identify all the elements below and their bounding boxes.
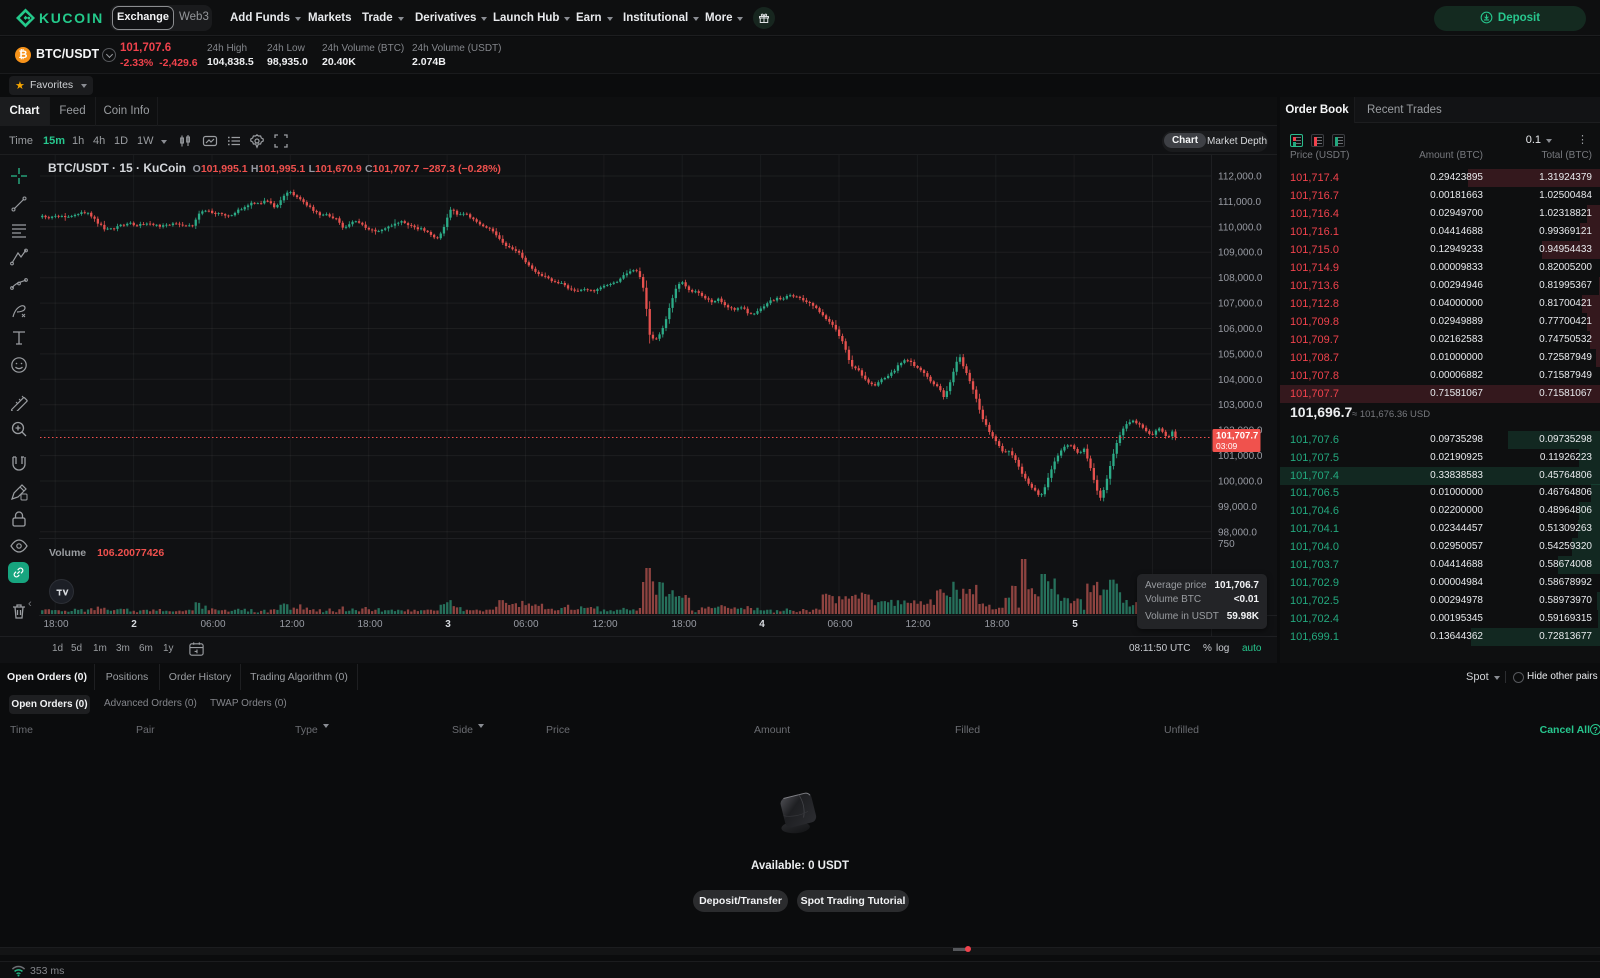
svg-text:4: 4	[759, 619, 765, 630]
svg-text:110,000.0: 110,000.0	[1218, 222, 1262, 233]
svg-text:06:00: 06:00	[827, 619, 852, 630]
svg-text:06:00: 06:00	[200, 619, 225, 630]
svg-text:101,707.7: 101,707.7	[1216, 431, 1258, 442]
svg-text:18:00: 18:00	[43, 619, 68, 630]
svg-text:104,000.0: 104,000.0	[1218, 375, 1263, 386]
svg-text:98,000.0: 98,000.0	[1218, 527, 1257, 538]
svg-text:107,000.0: 107,000.0	[1218, 299, 1263, 310]
svg-text:101,000.0: 101,000.0	[1218, 451, 1263, 462]
svg-text:2: 2	[131, 619, 137, 630]
svg-text:18:00: 18:00	[671, 619, 696, 630]
svg-text:111,000.0: 111,000.0	[1218, 197, 1261, 208]
svg-text:18:00: 18:00	[357, 619, 382, 630]
svg-text:109,000.0: 109,000.0	[1218, 248, 1263, 259]
svg-text:06:00: 06:00	[513, 619, 538, 630]
svg-text:103,000.0: 103,000.0	[1218, 400, 1263, 411]
svg-text:18:00: 18:00	[984, 619, 1009, 630]
svg-text:750: 750	[1218, 539, 1235, 550]
svg-text:5: 5	[1072, 619, 1078, 630]
svg-text:112,000.0: 112,000.0	[1218, 172, 1262, 183]
svg-text:12:00: 12:00	[592, 619, 617, 630]
svg-text:12:00: 12:00	[905, 619, 930, 630]
svg-text:108,000.0: 108,000.0	[1218, 273, 1263, 284]
svg-text:12:00: 12:00	[279, 619, 304, 630]
svg-text:100,000.0: 100,000.0	[1218, 477, 1263, 488]
svg-text:3: 3	[445, 619, 451, 630]
svg-text:03:09: 03:09	[1216, 441, 1238, 451]
svg-text:106,000.0: 106,000.0	[1218, 324, 1263, 335]
svg-text:99,000.0: 99,000.0	[1218, 502, 1257, 513]
svg-text:105,000.0: 105,000.0	[1218, 349, 1263, 360]
